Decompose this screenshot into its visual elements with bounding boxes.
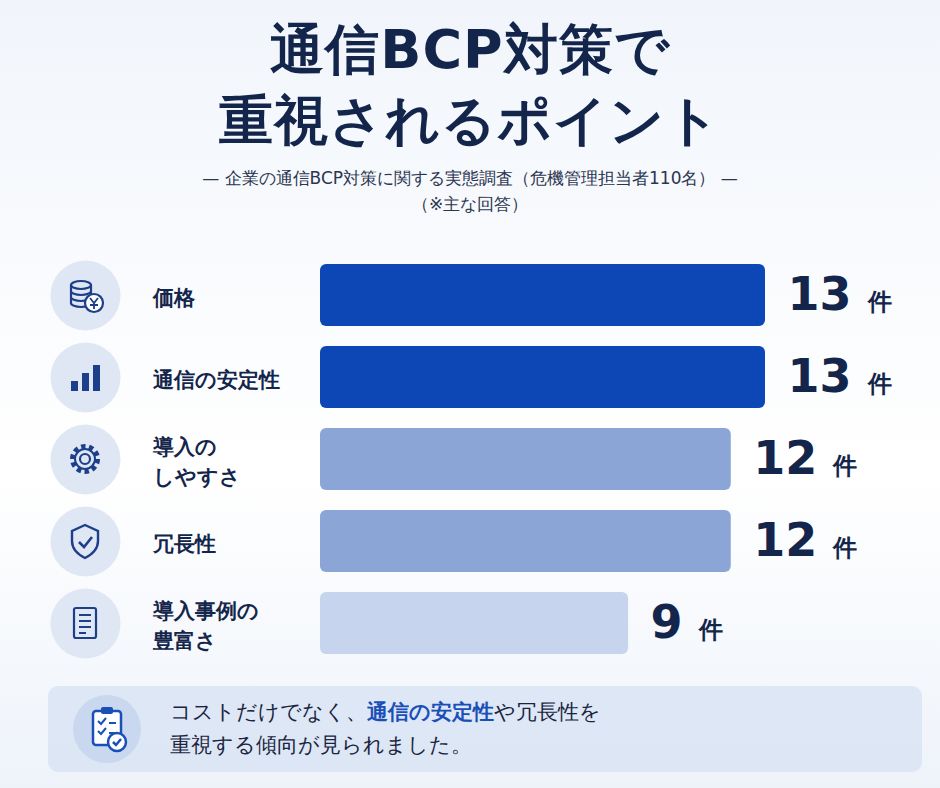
svg-text:13 件: 13 件 bbox=[788, 267, 892, 321]
svg-text:13 件: 13 件 bbox=[788, 349, 892, 403]
svg-text:通信の安定性: 通信の安定性 bbox=[152, 368, 280, 392]
svg-text:12 件: 12 件 bbox=[753, 431, 857, 485]
html-text:コストだけでなく、通信の安定性や冗長性を 重視する傾向が見ら: コストだけでなく、通信の安定性や冗長性を 重視する傾向が見られました。 bbox=[170, 700, 601, 757]
svg-text:導入のしやすさ: 導入のしやすさ bbox=[152, 435, 241, 489]
svg-text:12 件: 12 件 bbox=[753, 513, 857, 567]
html-text:通信BCP対策で 重視されるポイント: 通信BCP対策で 重視されるポイント bbox=[219, 18, 721, 153]
svg-text:9 件: 9 件 bbox=[651, 595, 723, 649]
svg-text:導入事例の豊富さ: 導入事例の豊富さ bbox=[152, 599, 259, 653]
svg-text:冗長性: 冗長性 bbox=[152, 532, 216, 556]
html-text:— 企業の通信BCP対策に関する実態調査（危機管理担当者11: — 企業の通信BCP対策に関する実態調査（危機管理担当者110名） — （※主な… bbox=[202, 167, 738, 214]
svg-text:価格: 価格 bbox=[152, 286, 196, 310]
